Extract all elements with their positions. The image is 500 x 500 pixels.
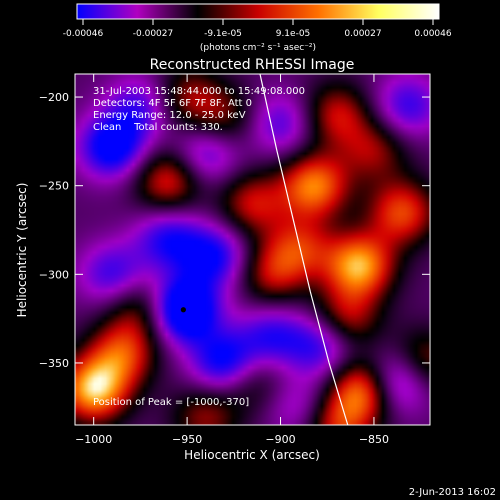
chart-title: Reconstructed RHESSI Image <box>150 57 355 73</box>
x-tick-label: −900 <box>265 433 295 446</box>
annotation-time-range: 31-Jul-2003 15:48:44.000 to 15:49:08.000 <box>93 86 305 97</box>
annotation-energy-range: Energy Range: 12.0 - 25.0 keV <box>93 110 246 121</box>
x-tick-label: −950 <box>172 433 202 446</box>
colorbar-tick-label: 9.1e-05 <box>276 29 311 39</box>
x-axis-label: Heliocentric X (arcsec) <box>184 448 320 462</box>
y-tick-label: −350 <box>39 357 69 370</box>
colorbar-tick-label: 0.00046 <box>414 29 451 39</box>
y-axis-label: Heliocentric Y (arcsec) <box>15 183 29 318</box>
colorbar-tick-label: -0.00046 <box>63 29 104 39</box>
colorbar-ticks: -0.00046 -0.00027 -9.1e-05 9.1e-05 0.00027 0.… <box>63 19 452 39</box>
plot-frame <box>74 73 431 426</box>
y-tick-label: −250 <box>39 180 69 193</box>
y-tick-label: −200 <box>39 91 69 104</box>
colorbar-unit-label: (photons cm⁻² s⁻¹ asec⁻²) <box>200 43 316 53</box>
timestamp-label: 2-Jun-2013 16:02 <box>409 487 496 498</box>
solar-limb-line <box>259 73 349 426</box>
colorbar-tick-label: -9.1e-05 <box>204 29 242 39</box>
heatmap-image <box>75 74 430 425</box>
y-tick-label: −300 <box>39 268 69 281</box>
annotation-detectors: Detectors: 4F 5F 6F 7F 8F, Att 0 <box>93 98 252 109</box>
colorbar-tick-label: 0.00027 <box>344 29 381 39</box>
x-tick-label: −850 <box>359 433 389 446</box>
colorbar <box>76 3 440 20</box>
x-tick-label: −1000 <box>75 433 112 446</box>
peak-marker <box>180 307 186 313</box>
annotation-clean-counts: Clean Total counts: 330. <box>93 122 223 133</box>
colorbar-tick-label: -0.00027 <box>133 29 173 39</box>
y-axis-ticks: −200 −250 −300 −350 <box>39 91 430 370</box>
annotation-peak-position: Position of Peak = [-1000,-370] <box>93 397 249 408</box>
x-axis-ticks: −1000 −950 −900 −850 <box>75 74 389 446</box>
